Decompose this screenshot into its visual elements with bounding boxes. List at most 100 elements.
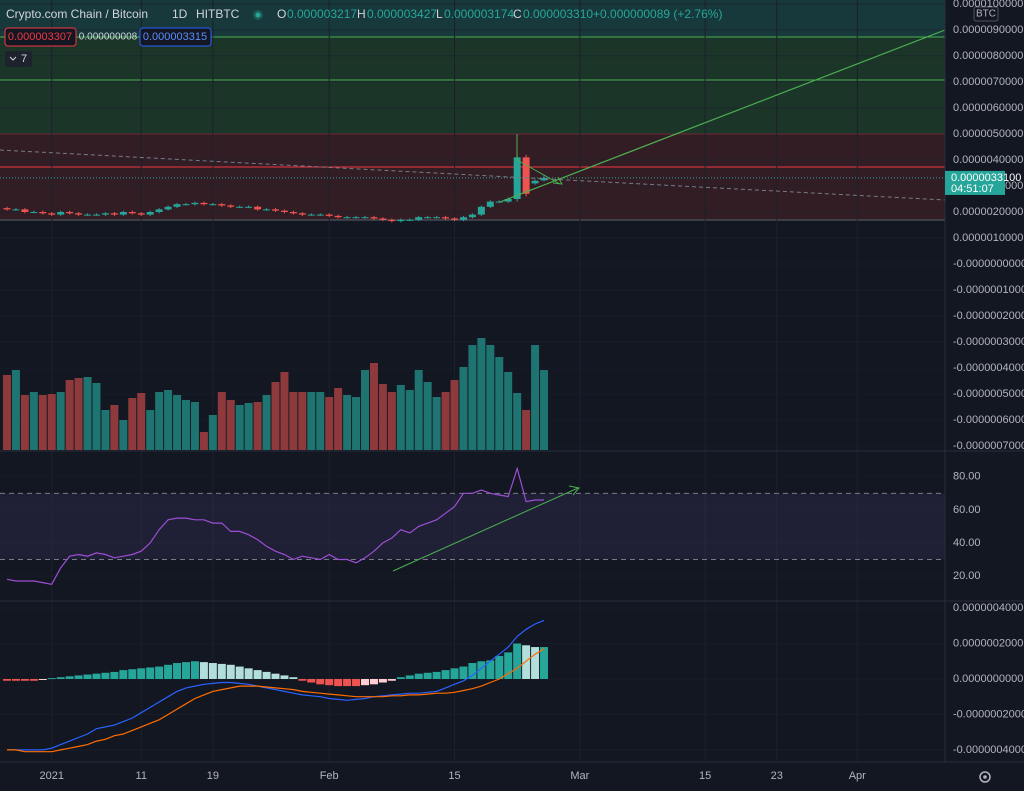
candle-body bbox=[84, 214, 92, 216]
macd-histogram-bar bbox=[334, 678, 343, 687]
macd-histogram-bar bbox=[101, 672, 110, 679]
macd-histogram-bar bbox=[280, 675, 289, 679]
last-price-box bbox=[945, 170, 1005, 195]
volume-bar bbox=[137, 393, 146, 450]
y-tick-label: -0.0000000000 bbox=[953, 258, 1024, 270]
arrow-head bbox=[552, 176, 563, 185]
sell-price: 0.000003307 bbox=[8, 31, 72, 43]
macd-histogram-bar bbox=[387, 678, 396, 681]
volume-bar bbox=[316, 392, 325, 450]
trend-line bbox=[0, 149, 946, 201]
volume-bar bbox=[146, 410, 155, 450]
currency-box[interactable] bbox=[973, 6, 999, 22]
candle-body bbox=[522, 157, 530, 194]
y-tick-label: 0.0000010000 bbox=[953, 232, 1023, 244]
volume-bar bbox=[38, 395, 47, 450]
spread: 0.000000008 bbox=[79, 32, 138, 43]
candle-body bbox=[459, 217, 467, 220]
macd-histogram-bar bbox=[316, 678, 325, 685]
candle-body bbox=[540, 177, 548, 181]
candle-body bbox=[477, 206, 485, 215]
candle-body bbox=[307, 214, 315, 216]
volume-bar bbox=[199, 432, 208, 450]
macd-histogram-bar bbox=[468, 663, 477, 679]
candle-body bbox=[316, 214, 324, 216]
volume-bar bbox=[468, 345, 477, 450]
volume-bar bbox=[378, 384, 387, 450]
volume-bar bbox=[540, 370, 549, 450]
macd-histogram-bar bbox=[504, 652, 513, 679]
y-tick-label: 60.00 bbox=[953, 504, 981, 516]
sell-button[interactable] bbox=[4, 27, 77, 47]
volume-bar bbox=[387, 392, 396, 450]
candle-body bbox=[271, 209, 279, 211]
volume-bar bbox=[128, 398, 137, 450]
macd-histogram-bar bbox=[477, 661, 486, 679]
macd-histogram-bar bbox=[38, 678, 47, 680]
volume-bar bbox=[513, 393, 522, 450]
candle-body bbox=[128, 211, 136, 214]
order-panel: 0.000003307 0.000000008 0.000003315 7 bbox=[4, 27, 212, 67]
volume-bar bbox=[11, 370, 20, 450]
rsi-line bbox=[6, 466, 544, 585]
y-tick-label: 80.00 bbox=[953, 471, 981, 483]
macd-histogram-bar bbox=[432, 671, 441, 679]
y-tick-label: 0.0000090000 bbox=[953, 24, 1023, 36]
candle-body bbox=[101, 213, 109, 215]
volume-bar bbox=[65, 380, 74, 450]
candle-body bbox=[504, 198, 512, 202]
x-tick-label: Mar bbox=[570, 770, 589, 782]
macd-histogram-bar bbox=[325, 678, 334, 686]
x-tick-label: Feb bbox=[320, 770, 339, 782]
candle-body bbox=[110, 213, 118, 215]
macd-histogram-bar bbox=[262, 671, 271, 679]
macd-histogram-bar bbox=[164, 664, 173, 679]
volume-bar bbox=[164, 390, 173, 450]
macd-histogram-bar bbox=[56, 677, 65, 679]
volume-bar bbox=[190, 402, 199, 450]
macd-histogram-bar bbox=[244, 668, 253, 679]
y-tick-label: 20.00 bbox=[953, 570, 981, 582]
volume-bar bbox=[110, 405, 119, 450]
macd-histogram-bar bbox=[522, 645, 531, 679]
y-tick-label: 0.0000100000 bbox=[953, 0, 1023, 10]
volume-bar bbox=[486, 345, 495, 450]
indicators-count: 7 bbox=[21, 53, 27, 65]
volume-bar bbox=[289, 392, 298, 450]
macd-histogram-bar bbox=[441, 670, 450, 679]
y-tick-label: -0.0000004000 bbox=[953, 744, 1024, 756]
candle-body bbox=[415, 217, 423, 220]
indicators-toggle[interactable] bbox=[5, 51, 32, 67]
macd-histogram-bar bbox=[181, 662, 190, 679]
settings-icon-center bbox=[983, 775, 987, 779]
volume-bar bbox=[101, 410, 110, 450]
y-tick-label: 0.0000000000 bbox=[953, 673, 1023, 685]
macd-histogram-bar bbox=[513, 643, 522, 679]
last-price-label: 0.0000033100 bbox=[951, 172, 1021, 184]
macd-histogram-bar bbox=[531, 647, 540, 679]
y-tick-label: 0.0000004000 bbox=[953, 602, 1023, 614]
interval[interactable]: 1D bbox=[172, 7, 188, 21]
volume-bar bbox=[361, 370, 370, 450]
status-dot bbox=[255, 12, 261, 18]
macd-histogram-bar bbox=[155, 666, 164, 679]
volume-bar bbox=[325, 397, 334, 450]
ohlc-key: H bbox=[357, 7, 366, 21]
buy-button[interactable] bbox=[139, 27, 212, 47]
macd-histogram-bar bbox=[20, 678, 29, 681]
macd-histogram-bar bbox=[2, 678, 11, 681]
candle-body bbox=[12, 209, 20, 211]
volume-bar bbox=[271, 382, 280, 450]
macd-histogram-bar bbox=[396, 677, 405, 679]
y-tick-label: -0.0000004000 bbox=[953, 362, 1024, 374]
candle-body bbox=[397, 219, 405, 222]
volume-bar bbox=[343, 395, 352, 450]
candle-body bbox=[209, 204, 217, 206]
volume-bar bbox=[262, 395, 271, 450]
y-tick-label: 0.0000070000 bbox=[953, 76, 1023, 88]
candle-body bbox=[75, 213, 83, 215]
settings-icon[interactable] bbox=[979, 771, 991, 783]
y-tick-label: -0.0000005000 bbox=[953, 388, 1024, 400]
volume-bar bbox=[450, 380, 459, 450]
